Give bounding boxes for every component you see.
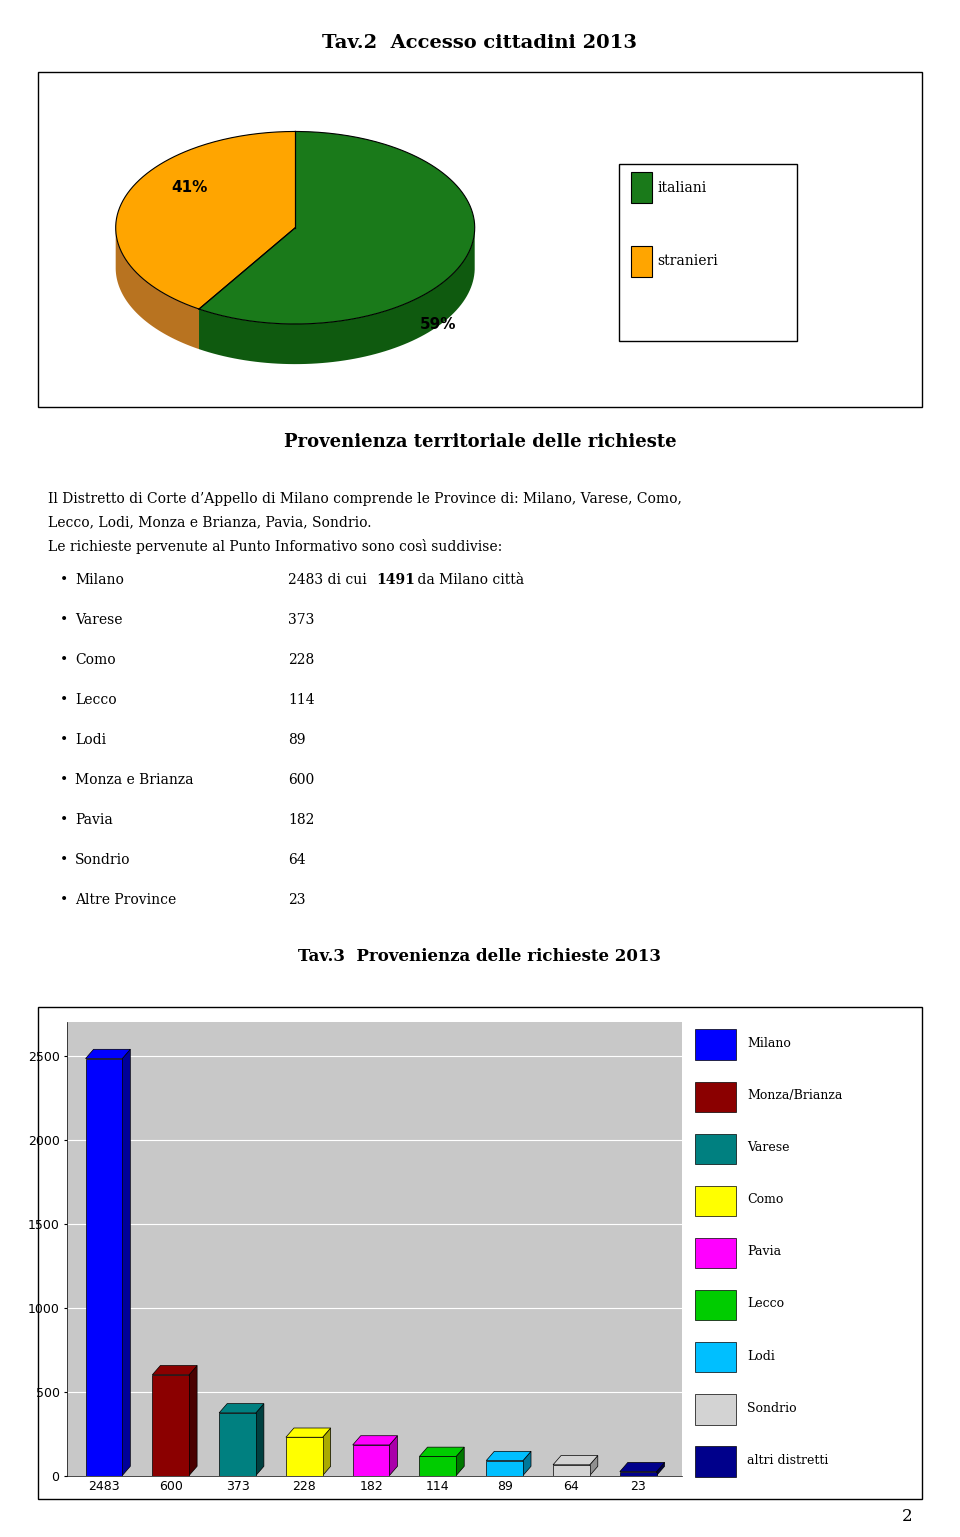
FancyBboxPatch shape	[695, 1394, 736, 1425]
Text: Lodi: Lodi	[747, 1349, 775, 1363]
Text: •: •	[60, 693, 68, 707]
Polygon shape	[199, 132, 474, 324]
Polygon shape	[657, 1462, 664, 1476]
Text: 23: 23	[288, 893, 305, 907]
Text: 2: 2	[901, 1508, 912, 1525]
Text: Lodi: Lodi	[75, 733, 106, 747]
Text: Pavia: Pavia	[75, 813, 112, 827]
Text: •: •	[60, 813, 68, 827]
Text: altri distretti: altri distretti	[747, 1454, 828, 1466]
Bar	[352, 1445, 390, 1476]
Text: 59%: 59%	[420, 317, 456, 332]
Text: •: •	[60, 653, 68, 667]
Text: Lecco: Lecco	[747, 1297, 784, 1311]
Text: stranieri: stranieri	[658, 254, 718, 269]
FancyBboxPatch shape	[695, 1082, 736, 1113]
Text: 114: 114	[288, 693, 315, 707]
Text: •: •	[60, 853, 68, 867]
Text: Varese: Varese	[747, 1140, 790, 1154]
Text: 1491: 1491	[376, 573, 415, 587]
Text: Tav.2  Accesso cittadini 2013: Tav.2 Accesso cittadini 2013	[323, 34, 637, 52]
Bar	[286, 1437, 323, 1476]
Bar	[620, 1471, 657, 1476]
Polygon shape	[153, 1365, 197, 1374]
Text: 41%: 41%	[172, 180, 207, 195]
Text: Le richieste pervenute al Punto Informativo sono così suddivise:: Le richieste pervenute al Punto Informat…	[48, 539, 502, 555]
FancyBboxPatch shape	[695, 1342, 736, 1373]
FancyBboxPatch shape	[695, 1185, 736, 1216]
Polygon shape	[420, 1448, 465, 1457]
Text: Altre Province: Altre Province	[75, 893, 176, 907]
Text: Pavia: Pavia	[747, 1245, 781, 1259]
Text: •: •	[60, 773, 68, 787]
Text: 64: 64	[288, 853, 305, 867]
Polygon shape	[116, 229, 199, 349]
Text: Milano: Milano	[747, 1037, 791, 1050]
Polygon shape	[589, 1456, 598, 1476]
FancyBboxPatch shape	[695, 1134, 736, 1164]
Text: Provenienza territoriale delle richieste: Provenienza territoriale delle richieste	[284, 433, 676, 452]
Text: da Milano città: da Milano città	[413, 573, 524, 587]
Bar	[219, 1413, 256, 1476]
FancyBboxPatch shape	[695, 1237, 736, 1268]
Polygon shape	[256, 1403, 264, 1476]
Polygon shape	[553, 1456, 598, 1465]
Text: italiani: italiani	[658, 180, 707, 195]
Bar	[153, 1374, 189, 1476]
Text: Como: Como	[747, 1193, 783, 1207]
FancyBboxPatch shape	[695, 1030, 736, 1061]
Text: •: •	[60, 893, 68, 907]
Text: •: •	[60, 613, 68, 627]
Polygon shape	[199, 229, 474, 364]
Text: Lecco, Lodi, Monza e Brianza, Pavia, Sondrio.: Lecco, Lodi, Monza e Brianza, Pavia, Son…	[48, 515, 372, 530]
Text: 373: 373	[288, 613, 314, 627]
Polygon shape	[219, 1403, 264, 1413]
Text: 2483 di cui: 2483 di cui	[288, 573, 372, 587]
Text: Lecco: Lecco	[75, 693, 116, 707]
Text: Monza e Brianza: Monza e Brianza	[75, 773, 193, 787]
Text: Varese: Varese	[75, 613, 122, 627]
Text: Sondrio: Sondrio	[75, 853, 131, 867]
Polygon shape	[122, 1050, 131, 1476]
Polygon shape	[523, 1451, 531, 1476]
Text: Sondrio: Sondrio	[747, 1402, 797, 1414]
Polygon shape	[116, 132, 296, 309]
Polygon shape	[286, 1428, 330, 1437]
Polygon shape	[456, 1448, 465, 1476]
Text: Monza/Brianza: Monza/Brianza	[747, 1090, 843, 1102]
Text: Tav.3  Provenienza delle richieste 2013: Tav.3 Provenienza delle richieste 2013	[299, 948, 661, 965]
Text: Como: Como	[75, 653, 115, 667]
Text: Il Distretto di Corte d’Appello di Milano comprende le Province di: Milano, Vare: Il Distretto di Corte d’Appello di Milan…	[48, 492, 682, 506]
Text: 89: 89	[288, 733, 305, 747]
Polygon shape	[352, 1436, 397, 1445]
Bar	[487, 1460, 523, 1476]
Polygon shape	[390, 1436, 397, 1476]
Text: •: •	[60, 733, 68, 747]
Polygon shape	[620, 1462, 664, 1471]
Polygon shape	[487, 1451, 531, 1460]
Bar	[85, 1059, 122, 1476]
Text: 228: 228	[288, 653, 314, 667]
Text: 600: 600	[288, 773, 314, 787]
Text: 182: 182	[288, 813, 314, 827]
Text: Milano: Milano	[75, 573, 124, 587]
FancyBboxPatch shape	[695, 1446, 736, 1477]
Text: •: •	[60, 573, 68, 587]
Polygon shape	[323, 1428, 330, 1476]
Bar	[553, 1465, 589, 1476]
Bar	[420, 1457, 456, 1476]
Polygon shape	[189, 1365, 197, 1476]
FancyBboxPatch shape	[695, 1290, 736, 1320]
Polygon shape	[85, 1050, 131, 1059]
